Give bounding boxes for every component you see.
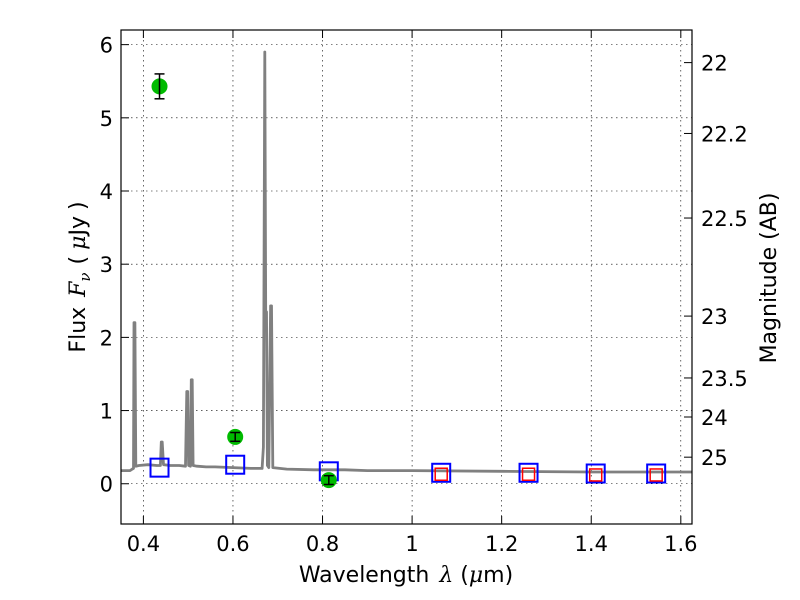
model-photometry-marker bbox=[149, 457, 170, 478]
y2-tick-label: 24 bbox=[701, 406, 728, 430]
y-tick-label: 5 bbox=[100, 107, 113, 131]
x-tick-label: 1.6 bbox=[664, 532, 697, 556]
y-tick-label: 3 bbox=[100, 253, 113, 277]
y2-tick-label: 22.5 bbox=[701, 207, 748, 231]
spectrum-line bbox=[121, 50, 692, 474]
upper-limit-marker bbox=[434, 467, 448, 481]
upper-limit-marker bbox=[521, 467, 536, 481]
model-photometry-marker bbox=[225, 454, 246, 475]
x-tick-label: 1.2 bbox=[485, 532, 518, 556]
x-tick-label: 0.4 bbox=[127, 532, 160, 556]
x-axis-label: Wavelength λ (μm) bbox=[299, 563, 513, 588]
upper-limit-marker bbox=[588, 468, 603, 482]
x-tick-label: 1 bbox=[405, 532, 418, 556]
y-tick-label: 4 bbox=[100, 180, 113, 204]
y2-tick-label: 22.2 bbox=[701, 122, 748, 146]
y2-tick-label: 23.5 bbox=[701, 367, 748, 391]
y2-tick-label: 22 bbox=[701, 52, 728, 76]
axes: 0.4 0.6 0.8 1 1.2 1.4 1.601234562222.222.52323… bbox=[100, 29, 748, 556]
model-photometry-marker bbox=[431, 462, 452, 483]
model-photometry-marker bbox=[518, 462, 539, 483]
y-tick-label: 6 bbox=[100, 34, 113, 58]
upper-limit-marker bbox=[649, 468, 663, 482]
model-photometry-marker bbox=[646, 463, 667, 484]
y-tick-label: 1 bbox=[100, 400, 113, 424]
y-axis-label: FluxFν(μJy) bbox=[66, 201, 94, 352]
y2-tick-label: 25 bbox=[701, 446, 728, 470]
x-tick-label: 0.8 bbox=[306, 532, 339, 556]
grid bbox=[121, 30, 692, 524]
axes-frame bbox=[120, 29, 693, 525]
y-tick-label: 0 bbox=[100, 473, 113, 497]
model-photometry-marker bbox=[585, 463, 606, 484]
y2-tick-label: 23 bbox=[701, 305, 728, 329]
y2-axis-label: Magnitude (AB) bbox=[757, 193, 782, 364]
y-tick-label: 2 bbox=[100, 326, 113, 350]
plot-area bbox=[121, 50, 692, 489]
x-tick-label: 1.4 bbox=[575, 532, 608, 556]
x-tick-label: 0.6 bbox=[216, 532, 249, 556]
